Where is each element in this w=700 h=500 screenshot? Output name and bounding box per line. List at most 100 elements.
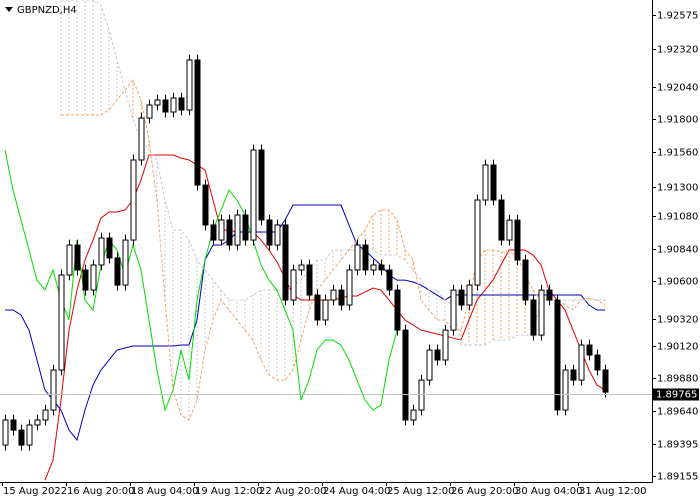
y-tick-label: 1.91080	[657, 212, 698, 223]
y-tick-label: 1.89640	[657, 407, 698, 418]
candle-body	[106, 237, 113, 259]
candle-body	[50, 369, 57, 411]
candle-body	[10, 419, 17, 431]
candle-body	[378, 264, 385, 271]
candle-body	[482, 164, 489, 201]
candle-body	[194, 59, 201, 186]
candle-body	[570, 369, 577, 381]
candle-body	[114, 257, 121, 286]
candle-body	[594, 354, 601, 371]
candle-body	[506, 219, 513, 241]
candle-body	[122, 239, 129, 286]
x-tick-label: 25 Aug 12:00	[387, 486, 454, 497]
y-tick-label: 1.90840	[657, 245, 698, 256]
x-tick-label: 24 Aug 04:00	[323, 486, 390, 497]
candle-body	[514, 219, 521, 261]
y-tick-label: 1.90120	[657, 342, 698, 353]
candle-body	[442, 329, 449, 361]
candle-body	[306, 264, 313, 296]
chart-title: GBPNZD,H4	[17, 5, 77, 16]
candle-body	[138, 117, 145, 161]
y-tick-label: 1.89880	[657, 374, 698, 385]
indicator-line	[4, 149, 398, 412]
candle-body	[34, 419, 41, 426]
x-tick-label: 15 Aug 2022	[3, 486, 67, 497]
candle-body	[450, 289, 457, 331]
y-tick-label: 1.92040	[657, 83, 698, 94]
candle-body	[226, 219, 233, 246]
candle-body	[274, 224, 281, 246]
candle-body	[474, 199, 481, 286]
y-tick-label: 1.92575	[657, 11, 698, 22]
candle-body	[354, 244, 361, 271]
indicator-line	[5, 204, 605, 442]
candle-body	[90, 264, 97, 291]
candle-body	[170, 97, 177, 113]
x-tick-label: 16 Aug 20:00	[67, 486, 134, 497]
candle-body	[66, 244, 73, 276]
candle-body	[578, 344, 585, 381]
candle-body	[2, 419, 9, 446]
y-tick-label: 1.89395	[657, 440, 698, 451]
y-tick-label: 1.91560	[657, 148, 698, 159]
candle-body	[210, 224, 217, 241]
x-tick-label: 31 Aug 12:00	[579, 486, 646, 497]
candle-body	[282, 224, 289, 301]
candle-body	[186, 59, 193, 111]
last-price-label: 1.89765	[656, 390, 697, 401]
candle-body	[370, 264, 377, 271]
candle-body	[42, 409, 49, 421]
candle-body	[298, 264, 305, 271]
candle-body	[538, 289, 545, 336]
candle-body	[490, 164, 497, 201]
x-tick-label: 26 Aug 20:00	[451, 486, 518, 497]
candle-body	[402, 329, 409, 421]
candle-body	[26, 424, 33, 446]
candle-body	[418, 379, 425, 411]
candle-body	[410, 409, 417, 421]
x-tick-label: 19 Aug 12:00	[195, 486, 262, 497]
y-tick-label: 1.91800	[657, 115, 698, 126]
candle-body	[82, 269, 89, 291]
candle-body	[18, 429, 25, 446]
candle-body	[178, 97, 185, 111]
candle-body	[554, 299, 561, 411]
indicator-line	[61, 79, 606, 421]
candle-body	[466, 284, 473, 306]
candle-body	[234, 214, 241, 246]
candle-body	[74, 244, 81, 271]
candle-body	[162, 99, 169, 113]
candle-body	[98, 237, 105, 266]
candle-body	[394, 289, 401, 331]
candle-body	[562, 369, 569, 411]
candle-body	[314, 294, 321, 321]
indicator-line	[61, 0, 605, 346]
candle-body	[586, 344, 593, 356]
y-tick-label: 1.89155	[657, 472, 698, 483]
candle-body	[498, 199, 505, 241]
candle-body	[130, 159, 137, 241]
y-tick-label: 1.90320	[657, 315, 698, 326]
y-tick-label: 1.90600	[657, 277, 698, 288]
x-tick-label: 18 Aug 04:00	[131, 486, 198, 497]
x-tick-label: 22 Aug 20:00	[259, 486, 326, 497]
candle-body	[58, 274, 65, 371]
candle-body	[290, 269, 297, 301]
candle-body	[346, 269, 353, 306]
last-price-box	[653, 388, 699, 401]
candle-body	[426, 349, 433, 381]
candle-body	[258, 149, 265, 221]
candle-body	[362, 244, 369, 271]
candle-body	[146, 104, 153, 119]
candle-body	[242, 214, 249, 241]
y-tick-label: 1.92320	[657, 45, 698, 56]
x-tick-label: 30 Aug 04:00	[515, 486, 582, 497]
candle-body	[322, 299, 329, 321]
y-tick-label: 1.91300	[657, 183, 698, 194]
candle-body	[202, 184, 209, 226]
candle-body	[546, 289, 553, 301]
symbol-menu-arrow[interactable]	[5, 7, 13, 12]
